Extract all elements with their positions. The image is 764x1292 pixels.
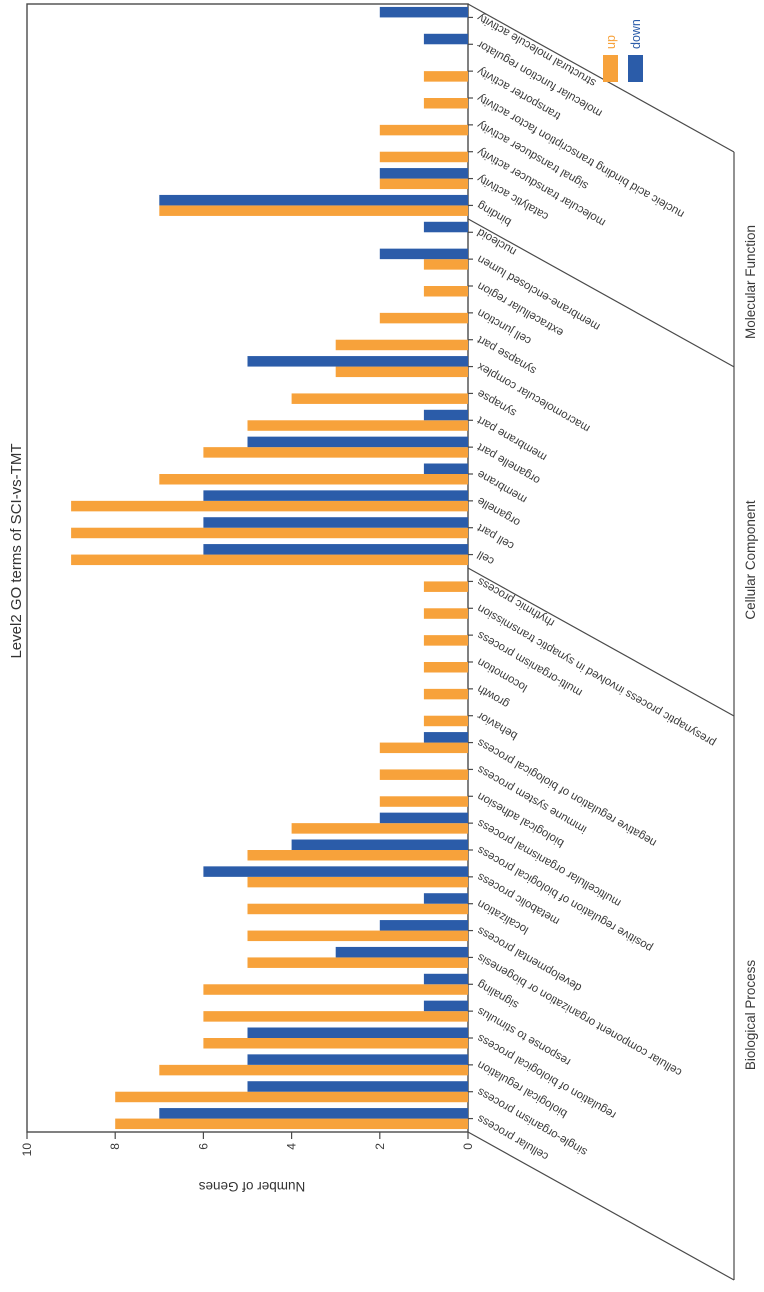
value-tick-label: 4: [285, 1143, 299, 1150]
group-label: Molecular Function: [743, 225, 758, 339]
down-bar: [247, 1054, 468, 1065]
down-bar: [423, 33, 468, 45]
up-bar: [71, 554, 468, 566]
up-bar: [203, 447, 468, 458]
down-bar: [423, 732, 468, 743]
up-bar: [247, 957, 468, 968]
up-bar: [291, 393, 468, 404]
up-bar: [203, 1038, 468, 1049]
group-panels-layer: Biological Process Cellular Component Mole…: [467, 3, 758, 1281]
up-bar: [423, 662, 468, 673]
down-bar: [379, 168, 468, 179]
up-bar: [71, 500, 468, 512]
up-bar: [115, 1091, 468, 1103]
down-bar: [247, 356, 468, 367]
up-bar: [423, 98, 468, 109]
category-label: rhythmic process: [475, 575, 556, 629]
up-bar: [159, 474, 469, 485]
value-tick-label: 6: [196, 1143, 210, 1150]
panel-divider: [467, 1131, 735, 1281]
up-bar: [423, 715, 468, 727]
down-bar: [247, 436, 468, 448]
up-bar: [423, 286, 468, 297]
up-bar: [423, 688, 468, 700]
value-tick-label: 2: [373, 1143, 387, 1150]
panel-divider: [467, 567, 735, 717]
down-bar: [247, 1081, 468, 1092]
panel-divider: [467, 218, 735, 368]
category-label: cell: [476, 548, 497, 567]
up-bar: [423, 259, 468, 270]
down-bar: [203, 544, 468, 555]
up-bar: [203, 984, 468, 995]
down-bar: [379, 6, 468, 18]
down-bar: [423, 221, 468, 233]
up-bar: [379, 796, 468, 807]
legend-swatch-down: [628, 55, 643, 82]
down-bar: [379, 248, 468, 260]
up-bar: [71, 527, 468, 539]
up-bar: [379, 742, 468, 754]
value-tick-label: 10: [20, 1143, 34, 1157]
legend-label-up: up: [604, 35, 618, 49]
down-bar: [291, 839, 468, 850]
group-label: Cellular Component: [743, 500, 758, 620]
up-bar: [423, 71, 468, 82]
down-bar: [335, 946, 469, 958]
group-label: Biological Process: [743, 960, 758, 1071]
down-bar: [423, 1000, 468, 1012]
down-bar: [423, 973, 468, 985]
up-bar: [159, 1064, 469, 1076]
up-bar: [335, 366, 469, 378]
down-bar: [423, 463, 468, 474]
axes-ticks-layer: 0 2 4 6 8 10: [20, 16, 475, 1157]
down-bar: [203, 490, 468, 501]
down-bar: [159, 1108, 469, 1119]
up-bar: [159, 205, 469, 216]
up-bar: [247, 930, 468, 942]
up-bar: [379, 769, 468, 780]
down-bar: [423, 893, 468, 904]
legend-swatch-up: [603, 55, 618, 82]
up-bar: [379, 312, 468, 324]
up-bar: [247, 876, 468, 888]
legend: up down: [603, 19, 643, 82]
up-bar: [335, 339, 469, 351]
bars-layer: [71, 6, 469, 1130]
down-bar: [379, 812, 468, 824]
category-label: growth: [476, 682, 512, 710]
category-label: binding: [476, 199, 514, 228]
up-bar: [423, 581, 468, 592]
down-bar: [379, 920, 468, 931]
up-bar: [423, 608, 468, 619]
up-bar: [203, 1011, 468, 1022]
up-bar: [115, 1118, 468, 1130]
down-bar: [203, 866, 468, 877]
chart-title: Level2 GO terms of SCI-vs-TMT: [8, 443, 25, 658]
up-bar: [291, 823, 468, 834]
down-bar: [203, 517, 468, 528]
down-bar: [423, 409, 468, 421]
y-axis-label: Number of Genes: [198, 1179, 305, 1194]
legend-label-down: down: [629, 19, 643, 49]
up-bar: [247, 420, 468, 431]
up-bar: [379, 151, 468, 163]
up-bar: [379, 178, 468, 190]
panel-divider: [467, 3, 735, 153]
value-tick-label: 0: [461, 1143, 475, 1150]
up-bar: [247, 850, 468, 861]
up-bar: [423, 635, 468, 646]
down-bar: [247, 1027, 468, 1038]
category-label: nucleoid: [476, 226, 519, 258]
value-tick-label: 8: [108, 1143, 122, 1150]
up-bar: [247, 903, 468, 915]
down-bar: [159, 194, 469, 206]
up-bar: [379, 124, 468, 136]
